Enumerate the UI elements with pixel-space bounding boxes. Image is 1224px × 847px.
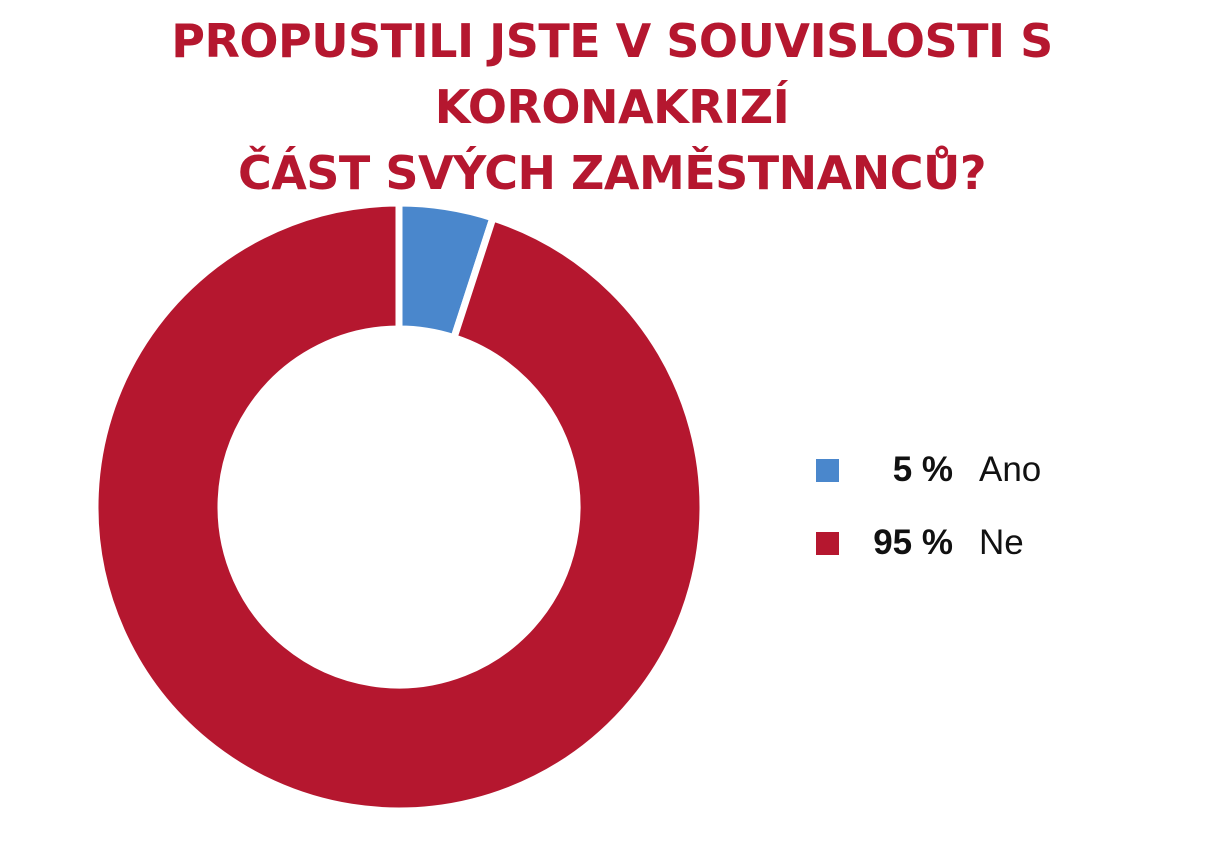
chart-title: PROPUSTILI JSTE V SOUVISLOSTI S KORONAKR… bbox=[0, 8, 1224, 206]
legend-swatch-ne bbox=[816, 531, 839, 555]
legend-item-ne: 95 % Ne bbox=[816, 519, 1041, 567]
legend-item-ano: 5 % Ano bbox=[816, 446, 1041, 494]
legend-percent-ne: 95 % bbox=[873, 523, 953, 562]
chart-title-line-2: ČÁST SVÝCH ZAMĚSTNANCŮ? bbox=[237, 146, 987, 200]
legend-label-ne: Ne bbox=[979, 523, 1024, 562]
legend-label-ano: Ano bbox=[979, 450, 1042, 489]
legend-swatch-ano bbox=[816, 458, 839, 482]
legend: 5 % Ano 95 % Ne bbox=[816, 446, 1041, 592]
chart-title-line-1: PROPUSTILI JSTE V SOUVISLOSTI S KORONAKR… bbox=[171, 14, 1053, 134]
legend-percent-ano: 5 % bbox=[892, 450, 953, 489]
donut-slice-ne bbox=[91, 199, 707, 815]
